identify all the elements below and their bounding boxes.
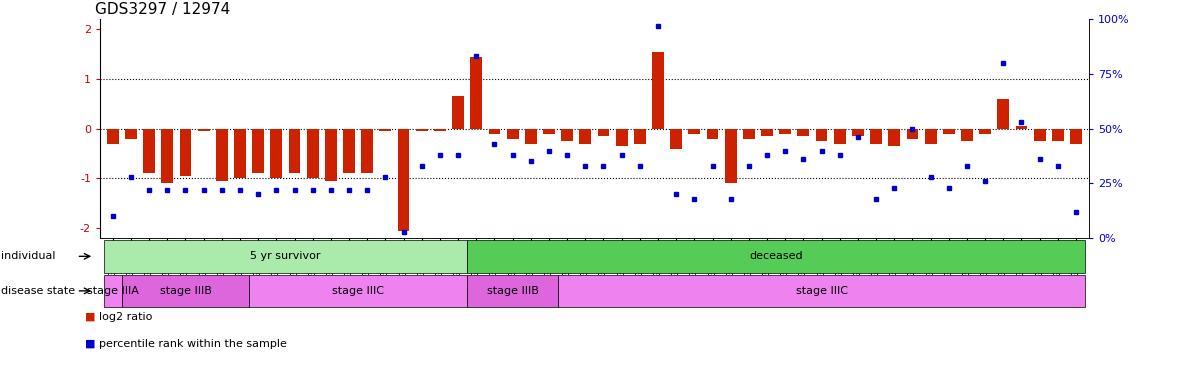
Bar xyxy=(598,129,610,136)
Bar xyxy=(762,129,773,136)
Bar xyxy=(997,99,1009,129)
Bar xyxy=(652,51,664,129)
Text: percentile rank within the sample: percentile rank within the sample xyxy=(99,339,287,349)
Bar xyxy=(779,129,791,134)
Bar xyxy=(1070,129,1082,144)
Text: stage IIIC: stage IIIC xyxy=(796,286,847,296)
Text: ■: ■ xyxy=(85,312,95,322)
Bar xyxy=(198,129,210,131)
Bar xyxy=(1033,129,1045,141)
Bar xyxy=(361,129,373,174)
Bar xyxy=(906,129,918,139)
Bar xyxy=(307,129,319,179)
Bar xyxy=(816,129,827,141)
Bar xyxy=(180,129,192,176)
Bar xyxy=(161,129,173,184)
Bar xyxy=(634,129,646,144)
Bar xyxy=(925,129,937,144)
Bar xyxy=(344,129,355,174)
Text: stage IIIB: stage IIIB xyxy=(160,286,212,296)
Text: stage IIIC: stage IIIC xyxy=(332,286,384,296)
Bar xyxy=(616,129,627,146)
Bar xyxy=(561,129,573,141)
Bar xyxy=(1052,129,1064,141)
Bar xyxy=(852,129,864,136)
Bar xyxy=(215,129,227,181)
Bar xyxy=(943,129,955,134)
Bar xyxy=(488,129,500,134)
Bar xyxy=(234,129,246,179)
Bar xyxy=(252,129,264,174)
Bar xyxy=(798,129,810,136)
Bar xyxy=(415,129,427,131)
Bar xyxy=(743,129,754,139)
Bar xyxy=(962,129,973,141)
Text: disease state: disease state xyxy=(1,286,75,296)
Bar xyxy=(379,129,391,131)
Bar xyxy=(706,129,718,139)
Text: 5 yr survivor: 5 yr survivor xyxy=(251,251,320,262)
Text: individual: individual xyxy=(1,251,55,262)
Bar xyxy=(543,129,554,134)
Text: log2 ratio: log2 ratio xyxy=(99,312,152,322)
Bar xyxy=(725,129,737,184)
Bar xyxy=(525,129,537,144)
Bar xyxy=(471,56,483,129)
Text: GDS3297 / 12974: GDS3297 / 12974 xyxy=(95,2,231,17)
Bar xyxy=(670,129,683,149)
Bar xyxy=(506,129,519,139)
Bar xyxy=(125,129,137,139)
Bar xyxy=(870,129,882,144)
Text: stage IIIA: stage IIIA xyxy=(87,286,139,296)
Bar xyxy=(107,129,119,144)
Bar xyxy=(1016,126,1028,129)
Bar xyxy=(452,96,464,129)
Text: stage IIIB: stage IIIB xyxy=(486,286,539,296)
Bar xyxy=(325,129,337,181)
Bar xyxy=(979,129,991,134)
Bar xyxy=(833,129,845,144)
Bar xyxy=(689,129,700,134)
Bar xyxy=(398,129,410,231)
Bar xyxy=(579,129,591,144)
Bar xyxy=(144,129,155,174)
Bar xyxy=(889,129,900,146)
Text: deceased: deceased xyxy=(750,251,803,262)
Bar xyxy=(434,129,446,131)
Bar xyxy=(288,129,300,174)
Text: ■: ■ xyxy=(85,339,95,349)
Bar xyxy=(271,129,282,179)
